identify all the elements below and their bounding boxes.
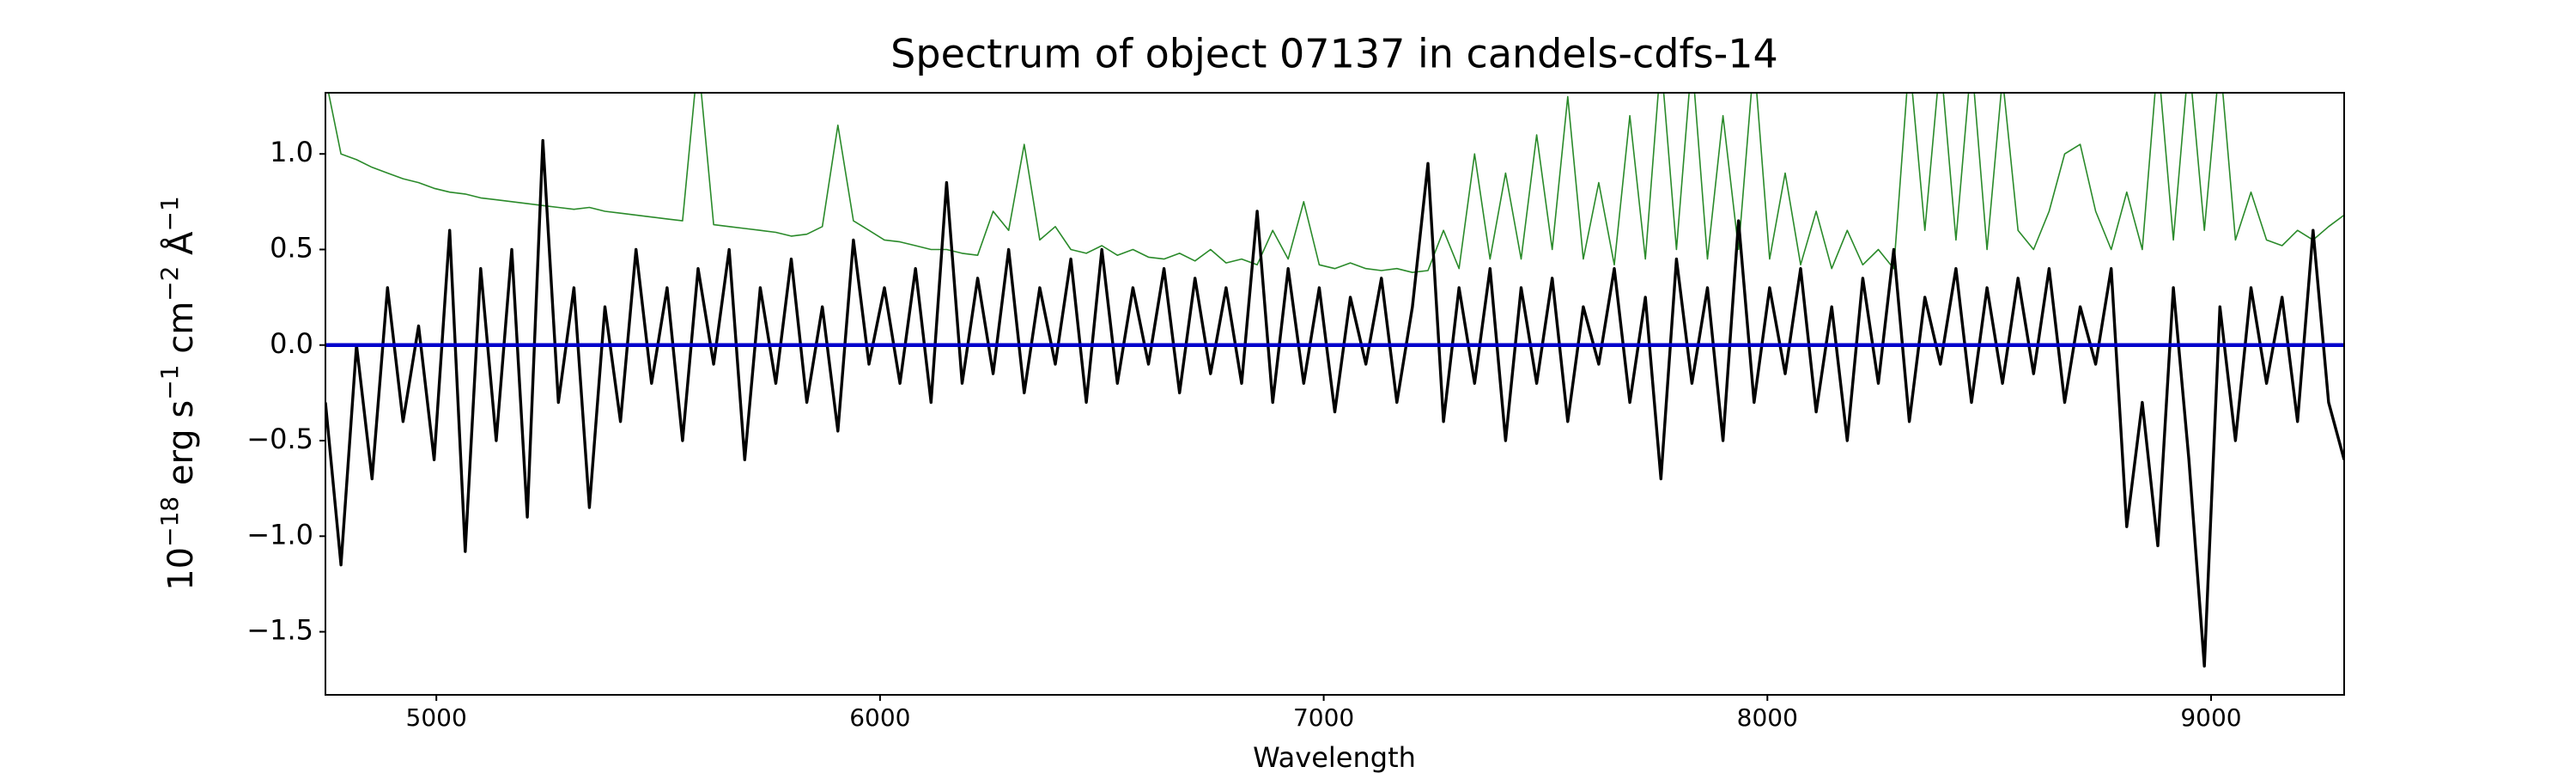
x-axis-label: Wavelength: [1253, 741, 1416, 773]
y-axis-label-superscript: −18: [155, 496, 184, 547]
y-axis-label-superscript: −2: [155, 266, 184, 301]
x-tick-label: 7000: [1293, 703, 1354, 732]
y-tick-label: 0.0: [270, 327, 313, 360]
y-axis-label-superscript: −1: [155, 196, 184, 231]
y-axis-label-part: Å: [160, 231, 201, 266]
y-tick-label: 0.5: [270, 231, 313, 264]
y-tick-label: −1.0: [246, 518, 313, 551]
y-axis-label-part: cm: [161, 301, 201, 365]
y-tick-label: −1.5: [246, 614, 313, 647]
x-tick-label: 6000: [849, 703, 910, 732]
y-tick-label: 1.0: [270, 136, 313, 168]
plot-area: [325, 93, 2344, 668]
chart-title: Spectrum of object 07137 in candels-cdfs…: [890, 31, 1778, 77]
y-axis-label: 10−18 erg s−1 cm−2 Å−1: [155, 196, 201, 591]
y-tick-label: −0.5: [246, 423, 313, 455]
spectrum-line: [325, 138, 2344, 668]
y-axis-label-part: 10: [161, 547, 201, 591]
spectrum-line: [327, 93, 2344, 273]
y-axis-label-superscript: −1: [155, 365, 184, 400]
y-axis-label-part: erg s: [161, 400, 201, 496]
plot-frame: [325, 92, 2345, 696]
x-tick-label: 5000: [406, 703, 467, 732]
x-tick-label: 9000: [2180, 703, 2241, 732]
x-tick-label: 8000: [1737, 703, 1798, 732]
